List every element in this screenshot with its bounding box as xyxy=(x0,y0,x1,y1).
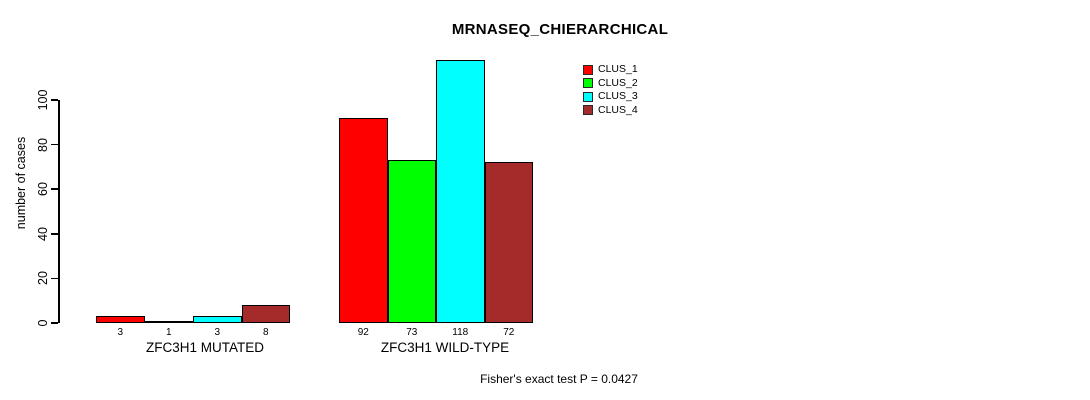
bar-clus_4-group0 xyxy=(241,305,290,323)
legend-swatch-icon xyxy=(583,105,593,116)
y-tick-label: 100 xyxy=(36,89,50,111)
legend-swatch-icon xyxy=(583,91,593,102)
legend-label: CLUS_2 xyxy=(598,76,638,89)
legend-label: CLUS_1 xyxy=(598,63,638,75)
y-tick-label: 20 xyxy=(36,271,50,286)
bar-value-label: 73 xyxy=(406,327,418,338)
bar-clus_2-group1 xyxy=(387,160,436,323)
y-tick-label: 0 xyxy=(36,319,50,327)
y-tick-label: 60 xyxy=(36,182,50,197)
y-axis-line xyxy=(58,100,60,323)
group-label-mutated: ZFC3H1 MUTATED xyxy=(146,340,264,355)
stat-annotation: Fisher's exact test P = 0.0427 xyxy=(480,372,638,386)
legend-item-clus_2: CLUS_2 xyxy=(583,76,638,89)
bar-value-label: 8 xyxy=(262,327,269,338)
bar-clus_1-group1 xyxy=(339,117,388,323)
bar-clus_2-group0 xyxy=(144,320,193,323)
y-tick-mark xyxy=(51,143,58,146)
legend-swatch-icon xyxy=(583,64,593,75)
bar-value-label: 118 xyxy=(452,327,469,338)
bar-value-label: 72 xyxy=(503,327,515,338)
legend-label: CLUS_3 xyxy=(598,90,638,103)
y-tick-mark xyxy=(51,233,58,235)
bar-clus_3-group1 xyxy=(436,59,485,323)
bar-clus_4-group1 xyxy=(484,162,533,323)
y-tick-mark xyxy=(51,188,58,190)
legend-swatch-icon xyxy=(583,78,593,89)
legend-item-clus_1: CLUS_1 xyxy=(583,64,638,75)
y-tick-mark xyxy=(51,322,58,324)
legend-item-clus_3: CLUS_3 xyxy=(583,91,638,102)
bar-clus_1-group0 xyxy=(96,316,145,323)
bar-clus_3-group0 xyxy=(193,316,242,323)
bar-value-label: 3 xyxy=(214,327,221,338)
legend-item-clus_4: CLUS_4 xyxy=(583,103,638,116)
group-label-wild-type: ZFC3H1 WILD-TYPE xyxy=(380,340,510,355)
y-tick-mark xyxy=(51,99,58,101)
bar-value-label: 92 xyxy=(357,327,369,338)
bar-value-label: 3 xyxy=(117,327,124,338)
chart-title: MRNASEQ_CHIERARCHICAL xyxy=(451,21,669,38)
bar-value-label: 1 xyxy=(165,327,172,338)
y-tick-mark xyxy=(51,277,58,280)
y-tick-label: 40 xyxy=(36,226,50,241)
legend-label: CLUS_4 xyxy=(598,103,638,116)
y-tick-label: 80 xyxy=(36,137,50,152)
y-axis-label: number of cases xyxy=(14,136,28,230)
